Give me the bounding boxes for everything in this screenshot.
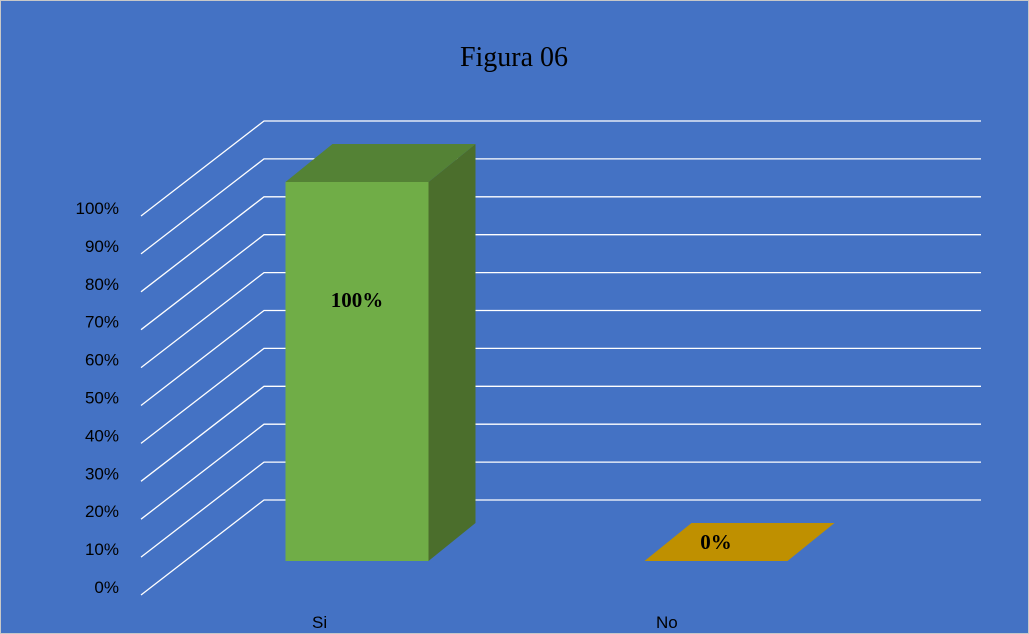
chart-title: Figura 06 [460,42,568,73]
gridline [140,271,981,369]
y-tick-label: 30% [85,464,119,483]
gridline [140,309,981,407]
bar-si: 100% [285,144,476,561]
bar-side [428,144,476,561]
gridline [140,423,981,520]
gridline [140,385,981,482]
y-tick-label: 80% [85,275,119,294]
y-tick-label: 0% [94,578,119,597]
bar-top [644,523,835,561]
gridline [140,461,981,558]
y-tick-label: 40% [85,426,119,445]
x-tick-label: No [656,613,678,632]
gridline [140,234,981,331]
y-tick-label: 90% [85,237,119,256]
gridline [140,196,981,293]
y-tick-label: 60% [85,351,119,370]
y-tick-label: 70% [85,313,119,332]
bar-no: 0% [644,523,835,561]
data-label: 100% [331,288,384,312]
gridlines [140,120,981,596]
y-tick-label: 20% [85,502,119,521]
y-tick-label: 10% [85,540,119,559]
bar-top [285,144,476,182]
y-tick-label: 100% [76,199,119,218]
gridline [140,499,981,596]
x-axis-tick-labels: Si No [312,613,678,632]
data-label: 0% [700,530,732,554]
y-axis-tick-labels: 0% 10% 20% 30% 40% 50% 60% 70% 80% 90% 100% [76,199,119,597]
gridline [140,120,981,217]
bar-front [285,182,429,561]
gridline [140,347,981,444]
bars: 100% 0% [285,144,835,561]
gridline [140,158,981,255]
x-tick-label: Si [312,613,327,632]
y-tick-label: 50% [85,389,119,408]
